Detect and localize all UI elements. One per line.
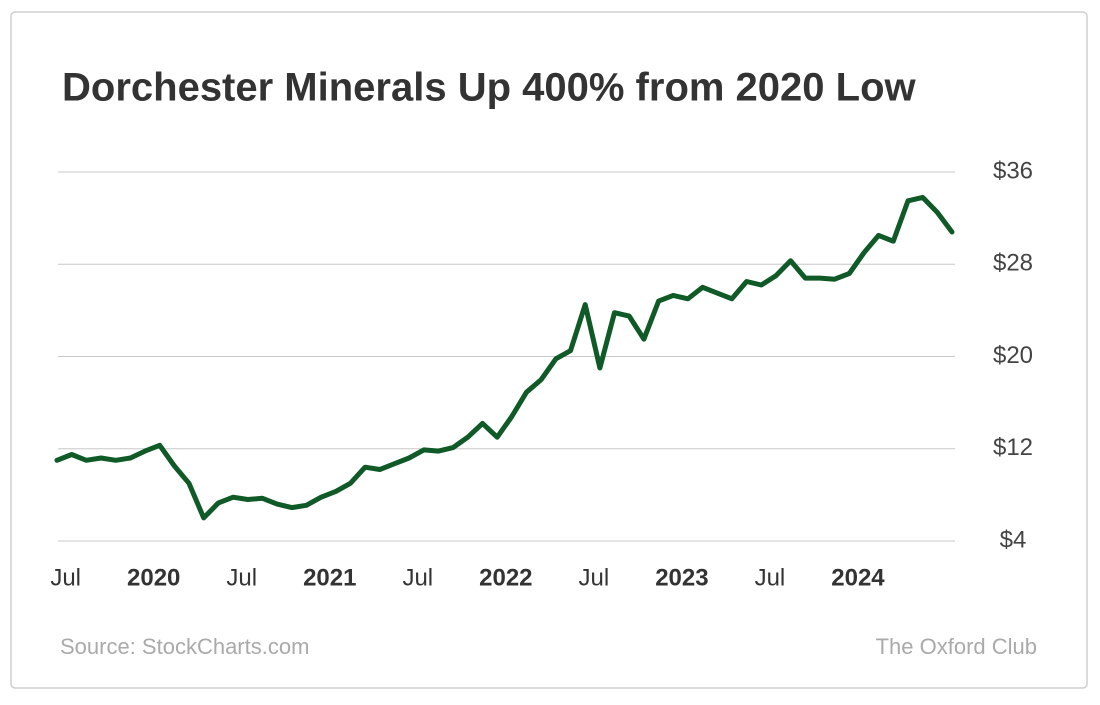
source-note: Source: StockCharts.com	[60, 634, 309, 659]
x-tick-label: 2023	[655, 564, 708, 591]
x-tick-label: 2022	[479, 564, 532, 591]
x-tick-label: Jul	[579, 564, 610, 591]
x-tick-label: Jul	[402, 564, 433, 591]
price-line	[54, 194, 955, 521]
y-tick-label: $28	[993, 250, 1033, 277]
x-tick-label: 2024	[831, 564, 885, 591]
x-tick-label: 2021	[303, 564, 356, 591]
x-tick-label: Jul	[226, 564, 257, 591]
chart-title: Dorchester Minerals Up 400% from 2020 Lo…	[62, 66, 917, 110]
publisher-note: The Oxford Club	[876, 634, 1037, 659]
x-tick-label: Jul	[755, 564, 786, 591]
y-tick-label: $4	[1000, 526, 1027, 553]
y-tick-label: $12	[993, 434, 1033, 461]
y-tick-label: $36	[993, 157, 1033, 184]
x-tick-label: 2020	[127, 564, 180, 591]
y-tick-label: $20	[993, 342, 1033, 369]
x-tick-label: Jul	[50, 564, 81, 591]
card-border	[10, 11, 1088, 689]
